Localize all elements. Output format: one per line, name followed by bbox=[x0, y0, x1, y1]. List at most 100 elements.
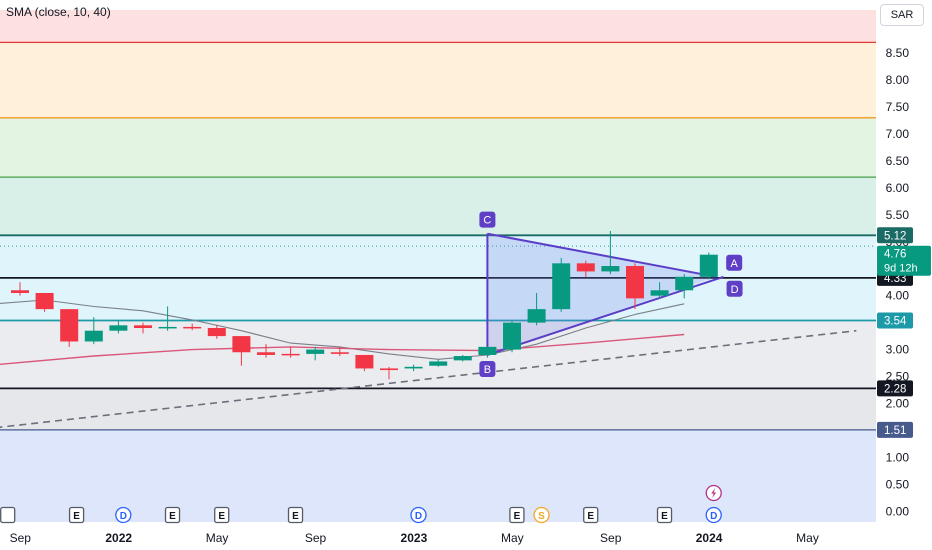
price-tick-label: 5.50 bbox=[886, 208, 910, 222]
pattern-point-b-label: B bbox=[484, 364, 491, 376]
candle[interactable] bbox=[207, 325, 226, 339]
event-label: E bbox=[169, 511, 176, 522]
bar-countdown: 9d 12h bbox=[884, 263, 918, 275]
event-d-marker[interactable] bbox=[115, 506, 132, 524]
price-tick-label: 3.00 bbox=[886, 343, 910, 357]
candle-body bbox=[35, 292, 54, 310]
candle[interactable] bbox=[158, 306, 177, 331]
candle[interactable] bbox=[675, 274, 694, 299]
price-tick-label: 4.00 bbox=[886, 289, 910, 303]
candle-body bbox=[503, 322, 521, 350]
event-e-marker[interactable] bbox=[509, 506, 525, 524]
event-d-marker[interactable] bbox=[705, 506, 722, 524]
candle-body bbox=[404, 366, 423, 369]
event-d-marker[interactable] bbox=[410, 506, 427, 524]
candle[interactable] bbox=[404, 364, 423, 372]
candle[interactable] bbox=[183, 323, 202, 331]
event-e-marker[interactable] bbox=[656, 506, 673, 524]
price-tick-label: 6.50 bbox=[886, 154, 910, 168]
event-label: S bbox=[538, 511, 545, 522]
candle[interactable] bbox=[478, 346, 497, 358]
time-tick-label: May bbox=[501, 531, 524, 545]
price-tick-label: 6.00 bbox=[886, 181, 910, 195]
candle-body bbox=[330, 352, 349, 354]
event-label: E bbox=[218, 511, 225, 522]
candle-body bbox=[478, 346, 497, 355]
candle[interactable] bbox=[650, 282, 669, 299]
candle-body bbox=[257, 352, 275, 355]
level-price-tag bbox=[877, 380, 913, 397]
candle[interactable] bbox=[429, 359, 448, 367]
candle-body bbox=[552, 263, 571, 310]
candle[interactable] bbox=[11, 282, 29, 296]
candle[interactable] bbox=[281, 346, 300, 358]
time-tick-label: 2022 bbox=[105, 531, 132, 545]
time-tick-label: Sep bbox=[10, 531, 32, 545]
candle[interactable] bbox=[552, 257, 571, 312]
event-s-marker[interactable] bbox=[533, 506, 550, 524]
candle-body bbox=[306, 349, 325, 354]
trendline bbox=[0, 329, 857, 429]
candle-body bbox=[134, 325, 152, 329]
pattern-point-d-marker[interactable] bbox=[726, 280, 743, 297]
price-tick-label: 7.50 bbox=[886, 100, 910, 114]
candle[interactable] bbox=[232, 336, 251, 366]
candle[interactable] bbox=[576, 260, 595, 277]
pattern-point-b-marker[interactable] bbox=[479, 360, 496, 377]
candle-body bbox=[527, 309, 546, 323]
candle[interactable] bbox=[503, 319, 521, 353]
price-tick-label: 0.00 bbox=[886, 504, 910, 518]
candle-body bbox=[11, 290, 29, 293]
level-price-label: 4.33 bbox=[884, 273, 906, 285]
event-e-marker[interactable] bbox=[68, 506, 85, 524]
event-e-marker[interactable] bbox=[583, 506, 599, 524]
time-tick-label: 2024 bbox=[696, 531, 723, 545]
candle[interactable] bbox=[355, 354, 374, 372]
candle-body bbox=[355, 354, 374, 369]
candle[interactable] bbox=[453, 354, 472, 362]
candle[interactable] bbox=[109, 319, 128, 334]
candle[interactable] bbox=[380, 366, 398, 380]
candle[interactable] bbox=[699, 252, 718, 280]
candlesticks bbox=[11, 230, 718, 380]
candle-body bbox=[576, 263, 595, 272]
price-axis: 8.508.007.507.006.506.005.505.004.504.00… bbox=[876, 0, 932, 550]
level-price-label: 5.12 bbox=[884, 230, 906, 242]
event-e-marker[interactable] bbox=[214, 506, 230, 524]
dashed-trendline bbox=[0, 329, 857, 429]
candle-body bbox=[699, 254, 718, 277]
pattern-point-c-label: C bbox=[483, 215, 491, 227]
last-price-value: 4.76 bbox=[884, 249, 906, 261]
price-zone bbox=[0, 429, 876, 523]
candle[interactable] bbox=[60, 309, 79, 347]
pattern-point-a-label: A bbox=[731, 258, 739, 270]
candle[interactable] bbox=[35, 292, 54, 312]
time-tick-label: Sep bbox=[600, 531, 622, 545]
candle[interactable] bbox=[134, 322, 152, 334]
candle-body bbox=[60, 309, 79, 342]
indicator-title[interactable]: SMA (close, 10, 40) bbox=[6, 5, 111, 19]
candle-body bbox=[281, 353, 300, 356]
candle[interactable] bbox=[601, 230, 620, 275]
price-zone bbox=[0, 117, 876, 178]
event-e-marker[interactable] bbox=[287, 506, 304, 524]
event-label: D bbox=[120, 511, 127, 522]
event-e-marker[interactable] bbox=[0, 506, 16, 524]
pattern-point-c-marker[interactable] bbox=[479, 211, 496, 228]
candle[interactable] bbox=[330, 346, 349, 357]
candle[interactable] bbox=[84, 317, 103, 345]
candle[interactable] bbox=[257, 344, 275, 358]
event-e-marker[interactable] bbox=[164, 506, 181, 524]
pattern-point-a-marker[interactable] bbox=[726, 254, 743, 271]
currency-button[interactable]: SAR bbox=[880, 4, 924, 26]
last-price-tag bbox=[877, 245, 931, 276]
candle[interactable] bbox=[527, 292, 546, 326]
price-tick-label: 2.50 bbox=[886, 370, 910, 384]
candle-body bbox=[183, 326, 202, 329]
event-label: E bbox=[661, 511, 668, 522]
candle-body bbox=[650, 290, 669, 296]
candle[interactable] bbox=[306, 346, 325, 361]
candle[interactable] bbox=[626, 263, 644, 310]
